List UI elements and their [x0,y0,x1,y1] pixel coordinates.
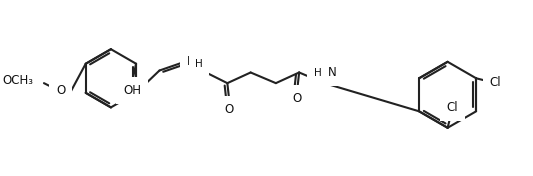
Text: H: H [314,68,321,78]
Text: Cl: Cl [490,76,502,89]
Text: O: O [56,84,66,97]
Text: N: N [328,66,337,79]
Text: OH: OH [123,84,141,97]
Text: OCH₃: OCH₃ [2,74,33,87]
Text: N: N [187,55,195,68]
Text: O: O [224,103,234,116]
Text: H: H [195,59,203,69]
Text: Cl: Cl [447,101,458,114]
Text: O: O [293,92,302,105]
